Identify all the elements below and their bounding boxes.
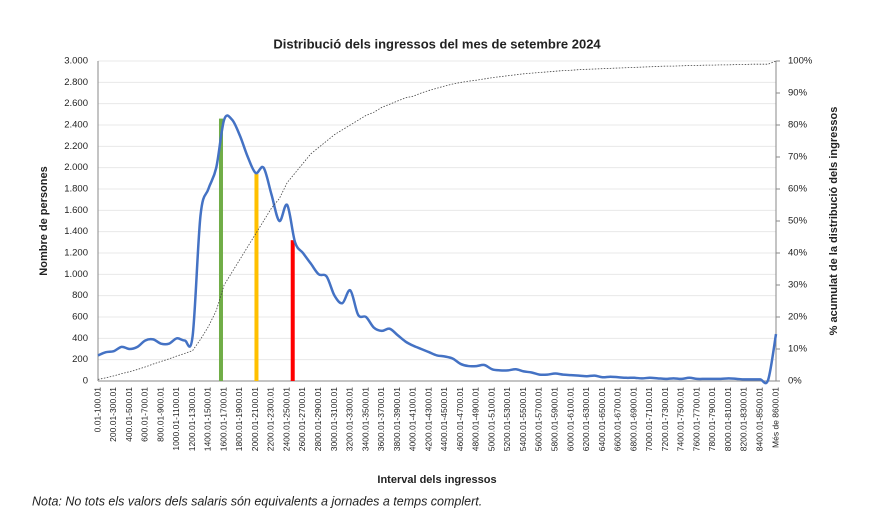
y2-axis-title: % acumulat de la distribució dels ingres… — [828, 107, 840, 336]
y-tick-label: 2.200 — [64, 141, 88, 152]
x-tick-label: 4800.01-4900.01 — [471, 387, 481, 452]
x-tick-label: 0.01-100.01 — [92, 387, 102, 433]
x-tick-label: 600.01-700.01 — [140, 387, 150, 442]
x-tick-label: 5400.01-5500.01 — [518, 387, 528, 452]
x-tick-label: 6200.01-6300.01 — [581, 387, 591, 452]
x-tick-label: 1000.01-1100.01 — [171, 387, 181, 451]
x-tick-label: 8000.01-8100.01 — [723, 387, 733, 452]
x-tick-label: 800.01-900.01 — [155, 387, 165, 442]
y-axis-title: Nombre de persones — [38, 166, 50, 275]
note: Nota: No tots els valors dels salaris só… — [32, 494, 482, 508]
series-line — [97, 114, 778, 385]
x-tick-label: 2600.01-2700.01 — [297, 387, 307, 452]
x-tick-label: 7200.01-7300.01 — [660, 387, 670, 452]
x-tick-label: 2400.01-2500.01 — [281, 387, 291, 452]
y-tick-label: 2.600 — [64, 98, 88, 109]
x-tick-label: 2000.01-2100.01 — [250, 387, 260, 452]
y-tick-label: 1.200 — [64, 248, 88, 259]
y-tick-label: 200 — [72, 354, 88, 365]
x-tick-label: 5600.01-5700.01 — [534, 387, 544, 452]
marker-bar — [218, 118, 223, 381]
y-tick-label: 0 — [83, 376, 88, 387]
x-tick-label: Més de 8600.01 — [770, 387, 780, 448]
y2-tick-label: 70% — [788, 152, 808, 163]
y2-tick-label: 40% — [788, 248, 808, 259]
y2-tick-label: 10% — [788, 344, 808, 355]
x-tick-label: 1200.01-1300.01 — [187, 387, 197, 452]
x-tick-label: 1600.01-1700.01 — [218, 387, 228, 452]
x-tick-label: 400.01-500.01 — [124, 387, 134, 442]
y-tick-label: 600 — [72, 312, 88, 323]
y-tick-label: 400 — [72, 333, 88, 344]
y-tick-label: 1.600 — [64, 205, 88, 216]
x-tick-label: 3400.01-3500.01 — [360, 387, 370, 452]
x-tick-label: 5200.01-5300.01 — [502, 387, 512, 452]
x-tick-label: 8200.01-8300.01 — [739, 387, 749, 452]
x-tick-label: 5800.01-5900.01 — [550, 387, 560, 452]
x-tick-label: 7400.01-7500.01 — [676, 387, 686, 452]
y-tick-label: 1.400 — [64, 226, 88, 237]
x-axis-title: Interval dels ingressos — [377, 474, 496, 486]
chart-title: Distribució dels ingressos del mes de se… — [273, 36, 601, 51]
y-tick-label: 1.000 — [64, 269, 88, 280]
y2-tick-label: 60% — [788, 184, 808, 195]
y2-tick-label: 90% — [788, 88, 808, 99]
x-tick-label: 2800.01-2900.01 — [313, 387, 323, 452]
x-tick-label: 7600.01-7700.01 — [691, 387, 701, 452]
x-tick-label: 6000.01-6100.01 — [565, 387, 575, 452]
marker-bar — [254, 174, 259, 381]
y-tick-label: 800 — [72, 290, 88, 301]
y2-tick-label: 0% — [788, 376, 802, 387]
x-tick-label: 4200.01-4300.01 — [423, 387, 433, 452]
x-tick-label: 2200.01-2300.01 — [266, 387, 276, 452]
x-tick-label: 3800.01-3900.01 — [392, 387, 402, 452]
x-tick-label: 3600.01-3700.01 — [376, 387, 386, 452]
x-tick-label: 6600.01-6700.01 — [613, 387, 623, 452]
x-tick-label: 5000.01-5100.01 — [486, 387, 496, 452]
x-tick-label: 7800.01-7900.01 — [707, 387, 717, 452]
x-tick-label: 1800.01-1900.01 — [234, 387, 244, 452]
y-tick-label: 2.800 — [64, 77, 88, 88]
x-tick-label: 8400.01-8500.01 — [754, 387, 764, 452]
y-tick-label: 2.000 — [64, 162, 88, 173]
y-tick-label: 1.800 — [64, 184, 88, 195]
x-tick-label: 4600.01-4700.01 — [455, 387, 465, 452]
y2-tick-label: 50% — [788, 216, 808, 227]
y-tick-label: 2.400 — [64, 120, 88, 131]
x-tick-label: 4400.01-4500.01 — [439, 387, 449, 452]
x-tick-label: 3200.01-3300.01 — [345, 387, 355, 452]
x-tick-label: 6400.01-6500.01 — [597, 387, 607, 452]
y-tick-label: 3.000 — [64, 56, 88, 67]
x-tick-label: 3000.01-3100.01 — [329, 387, 339, 452]
y2-tick-label: 20% — [788, 312, 808, 323]
y2-tick-label: 30% — [788, 280, 808, 291]
y2-tick-label: 100% — [788, 56, 813, 67]
y2-tick-label: 80% — [788, 120, 808, 131]
x-tick-label: 6800.01-6900.01 — [628, 387, 638, 452]
x-tick-label: 4000.01-4100.01 — [408, 387, 418, 452]
x-tick-label: 1400.01-1500.01 — [203, 387, 213, 452]
x-tick-label: 200.01-300.01 — [108, 387, 118, 442]
marker-bar — [290, 240, 295, 381]
x-tick-label: 7000.01-7100.01 — [644, 387, 654, 452]
